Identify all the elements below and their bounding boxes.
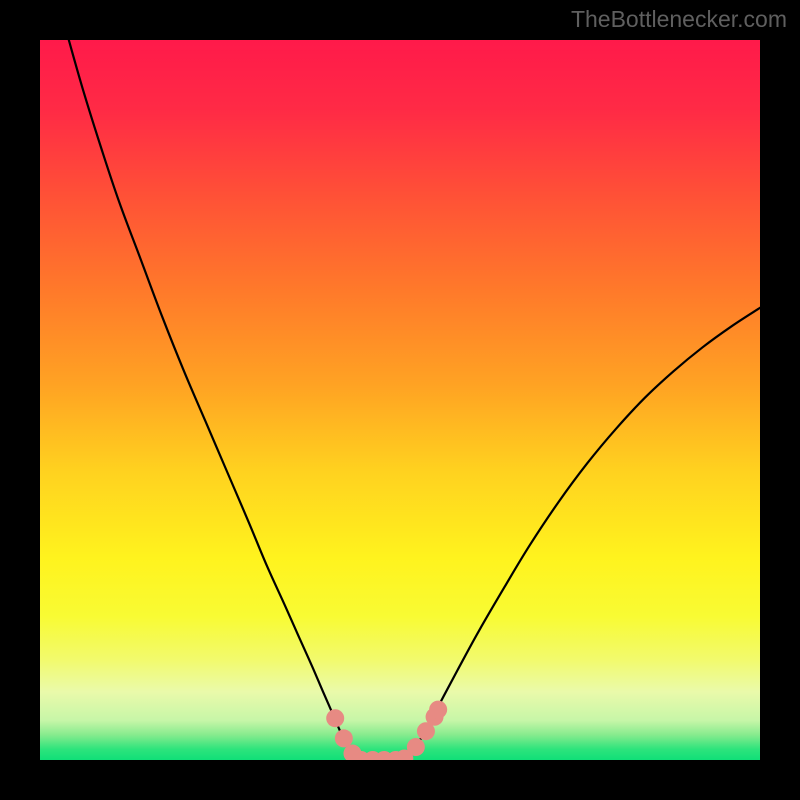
chart-stage: TheBottlenecker.com	[0, 0, 800, 800]
gradient-background	[40, 40, 760, 760]
highlight-marker	[335, 729, 353, 747]
highlight-marker	[429, 701, 447, 719]
highlight-marker	[407, 738, 425, 756]
bottleneck-curve-chart	[0, 0, 800, 800]
highlight-marker	[326, 709, 344, 727]
